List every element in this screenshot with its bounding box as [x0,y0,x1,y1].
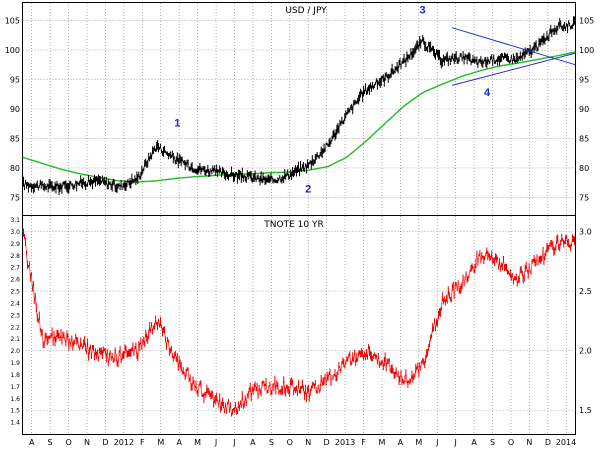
tnote-y-tick-right: 2.0 [579,347,592,356]
tnote-y-tick-left: 2.2 [10,324,20,331]
usdjpy-y-tick-right: 95 [579,76,589,85]
tnote-y-tick-left: 2.8 [10,253,20,260]
usdjpy-y-tick-left: 105 [5,17,20,26]
tnote-gridlines [22,216,576,434]
usdjpy-y-tick-right: 85 [579,134,589,143]
x-tick-label: J [435,438,438,447]
x-tick-label: J [232,438,235,447]
usdjpy-price-layer [23,16,575,195]
x-tick-label: O [508,438,514,447]
wave-label-1: 1 [174,118,180,130]
tnote-y-tick-left: 1.7 [10,384,20,391]
tnote-y-tick-left: 2.6 [10,277,20,284]
tnote-y-tick-left: 2.3 [10,312,20,319]
usdjpy-y-tick-left: 80 [10,164,20,173]
usdjpy-y-tick-right: 80 [579,164,589,173]
x-axis-ticks: A S O N D 2012 F M A M J J A S O N D 2013 F M A M J J A S O N D 2014 [29,438,576,447]
x-tick-label: M [415,438,422,447]
usdjpy-y-tick-left: 100 [5,46,20,55]
usdjpy-price-line [23,20,575,191]
x-tick-label: M [378,438,385,447]
tnote-y-tick-left: 2.7 [10,265,20,272]
x-tick-label: A [176,438,182,447]
tnote-y-tick-left: 2.1 [10,336,20,343]
x-tick-label: S [490,438,495,447]
x-tick-label: D [545,438,551,447]
x-tick-label: S [269,438,274,447]
wave-label-4: 4 [484,87,491,99]
usdjpy-y-tick-right: 105 [579,17,594,26]
usdjpy-y-tick-right: 75 [579,193,589,202]
tnote-panel-frame [22,215,576,435]
tnote-y-tick-left: 1.8 [10,372,20,379]
x-tick-label: F [140,438,145,447]
x-tick-label: D [324,438,330,447]
usdjpy-y-tick-left: 75 [10,193,20,202]
tnote-y-tick-left: 1.5 [10,408,20,415]
usdjpy-y-tick-right: 100 [579,46,594,55]
tnote-series-layer [23,228,575,417]
usdjpy-trendline-layer [451,27,576,86]
tnote-y-tick-left: 1.9 [10,360,20,367]
usdjpy-y-tick-left: 90 [10,105,20,114]
x-tick-label: 2013 [335,438,355,447]
x-tick-label: 2014 [556,438,576,447]
x-tick-label: J [214,438,217,447]
x-tick-label: M [157,438,164,447]
x-tick-label: A [471,438,477,447]
x-tick-label: S [48,438,53,447]
tnote-line [23,232,575,415]
x-tick-label: J [454,438,457,447]
x-tick-label: 2012 [114,438,134,447]
usdjpy-title: USD / JPY [285,6,327,16]
usdjpy-y-ticks: 75 80 85 90 95 100 105 75 80 85 90 95 100 105 [5,17,595,203]
tnote-y-tick-left: 2.0 [10,348,20,355]
x-tick-label: F [361,438,366,447]
usdjpy-gridlines [22,3,576,215]
x-tick-label: O [65,438,71,447]
x-tick-label: O [287,438,293,447]
usdjpy-y-tick-left: 85 [10,134,20,143]
tnote-y-tick-right: 2.5 [579,287,592,296]
wave-label-2: 2 [305,184,311,196]
usdjpy-y-tick-right: 90 [579,105,589,114]
wave-label-3: 3 [419,5,425,17]
x-tick-label: A [29,438,35,447]
tnote-y-tick-left: 3.1 [10,217,20,224]
usdjpy-wave-label-layer: 1 2 3 4 [174,5,491,196]
x-tick-label: A [398,438,404,447]
x-tick-label: A [250,438,256,447]
tnote-y-tick-left: 1.4 [10,420,20,427]
tnote-y-tick-left: 2.5 [10,289,20,296]
tnote-y-tick-left: 2.9 [10,241,20,248]
usdjpy-y-tick-left: 95 [10,76,20,85]
tnote-title: TNOTE 10 YR [263,220,323,230]
x-tick-label: N [84,438,90,447]
x-tick-label: D [102,438,108,447]
tnote-y-ticks: 3.1 3.0 2.9 2.8 2.7 2.6 2.5 2.4 2.3 2.2 2.1 2.0 1.9 1… [10,217,591,427]
x-tick-label: N [305,438,311,447]
tnote-y-tick-left: 2.4 [10,301,20,308]
tnote-y-tick-left: 3.0 [10,229,20,236]
tnote-y-tick-right: 1.5 [579,406,592,415]
lower-trendline [451,52,576,86]
tnote-y-tick-left: 1.6 [10,396,20,403]
x-tick-label: N [526,438,532,447]
x-tick-label: M [194,438,201,447]
tnote-y-tick-right: 3.0 [579,228,592,237]
